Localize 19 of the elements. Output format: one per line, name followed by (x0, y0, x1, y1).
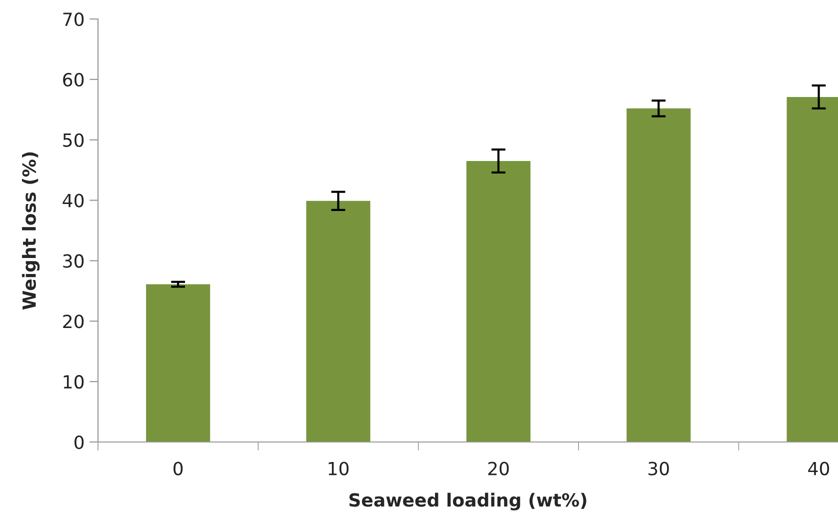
bar (626, 108, 691, 442)
x-tick-label: 10 (328, 462, 349, 476)
y-tick-label: 60 (63, 72, 84, 87)
bar (466, 161, 530, 442)
x-axis-title: Seaweed loading (wt%) (349, 492, 586, 510)
bar (146, 284, 210, 442)
bar (306, 200, 370, 442)
y-tick-label: 40 (62, 194, 84, 208)
x-tick-label: 20 (488, 462, 509, 476)
x-tick-label: 30 (648, 462, 669, 476)
y-tick-label: 0 (74, 435, 84, 450)
y-tick-label: 50 (63, 133, 84, 147)
x-tick-label: 0 (174, 462, 183, 476)
y-tick-label: 30 (63, 254, 84, 268)
y-tick-label: 70 (63, 12, 84, 26)
y-tick-label: 10 (64, 375, 84, 389)
x-tick-label: 40 (808, 462, 830, 476)
y-tick-label: 20 (63, 314, 84, 328)
y-axis-title: Weight loss (%) (22, 152, 40, 310)
